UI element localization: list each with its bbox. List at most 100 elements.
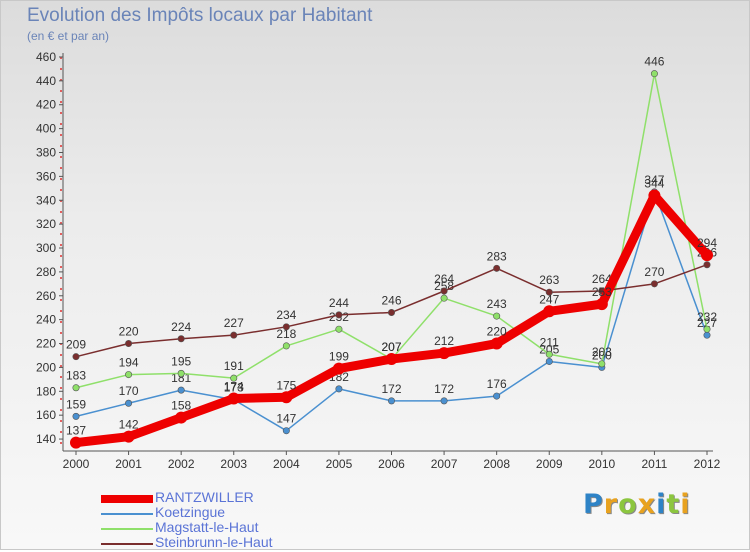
- data-point-steinbrunn-le-haut: [703, 261, 711, 269]
- data-label-steinbrunn-le-haut: 264: [434, 272, 454, 286]
- x-tick-label: 2012: [694, 457, 721, 471]
- chart-title: Evolution des Impôts locaux par Habitant: [27, 5, 373, 26]
- data-point-magstatt-le-haut: [282, 342, 290, 350]
- x-tick-label: 2006: [378, 457, 405, 471]
- data-point-rantzwiller: [122, 430, 135, 443]
- data-label-magstatt-le-haut: 243: [487, 297, 507, 311]
- legend-label: Steinbrunn-le-Haut: [155, 534, 273, 550]
- y-tick-label: 460: [36, 50, 56, 64]
- data-label-rantzwiller: 175: [276, 378, 296, 392]
- data-label-koetzingue: 172: [434, 382, 454, 396]
- data-point-magstatt-le-haut: [703, 325, 711, 333]
- data-label-koetzingue: 172: [381, 382, 401, 396]
- data-label-rantzwiller: 212: [434, 334, 454, 348]
- data-label-rantzwiller: 220: [487, 325, 507, 339]
- legend-label: Magstatt-le-Haut: [155, 519, 259, 535]
- data-point-magstatt-le-haut: [125, 371, 133, 379]
- data-point-koetzingue: [335, 385, 343, 393]
- data-point-magstatt-le-haut: [545, 350, 553, 358]
- y-tick-label: 160: [36, 408, 56, 422]
- y-tick-label: 380: [36, 145, 56, 159]
- data-label-magstatt-le-haut: 258: [434, 279, 454, 293]
- data-label-magstatt-le-haut: 203: [592, 345, 612, 359]
- data-point-magstatt-le-haut: [493, 312, 501, 320]
- data-label-steinbrunn-le-haut: 283: [487, 249, 507, 263]
- data-point-steinbrunn-le-haut: [387, 308, 395, 316]
- data-label-steinbrunn-le-haut: 264: [592, 272, 612, 286]
- proxiti-logo: Proxiti: [583, 489, 691, 520]
- data-label-magstatt-le-haut: 183: [66, 369, 86, 383]
- data-point-koetzingue: [493, 392, 501, 400]
- data-point-magstatt-le-haut: [230, 374, 238, 382]
- y-tick-label: 200: [36, 360, 56, 374]
- y-tick-label: 320: [36, 217, 56, 231]
- data-point-steinbrunn-le-haut: [72, 353, 80, 361]
- x-tick-label: 2003: [220, 457, 247, 471]
- x-tick-label: 2004: [273, 457, 300, 471]
- logo-letter: o: [618, 489, 638, 520]
- y-tick-label: 140: [36, 432, 56, 446]
- data-label-magstatt-le-haut: 218: [276, 327, 296, 341]
- x-tick-label: 2000: [63, 457, 90, 471]
- data-label-steinbrunn-le-haut: 209: [66, 338, 86, 352]
- data-point-koetzingue: [387, 397, 395, 405]
- data-label-magstatt-le-haut: 446: [644, 55, 664, 69]
- data-label-koetzingue: 227: [697, 316, 717, 330]
- data-label-rantzwiller: 174: [224, 379, 244, 393]
- x-tick-label: 2009: [536, 457, 563, 471]
- legend-swatch: [101, 513, 153, 515]
- data-label-koetzingue: 347: [644, 173, 664, 187]
- data-label-magstatt-le-haut: 211: [540, 335, 559, 349]
- data-point-rantzwiller: [175, 411, 188, 424]
- x-tick-label: 2011: [642, 457, 668, 471]
- data-label-rantzwiller: 344: [644, 176, 664, 190]
- y-tick-label: 240: [36, 313, 56, 327]
- data-point-koetzingue: [545, 357, 553, 365]
- data-label-magstatt-le-haut: 232: [697, 310, 717, 324]
- logo-letter: r: [603, 489, 619, 520]
- data-label-rantzwiller: 137: [66, 424, 86, 438]
- x-tick-label: 2005: [326, 457, 353, 471]
- data-point-rantzwiller: [227, 392, 240, 405]
- data-point-rantzwiller: [648, 189, 661, 202]
- data-label-magstatt-le-haut: 191: [224, 359, 244, 373]
- data-label-steinbrunn-le-haut: 234: [276, 308, 296, 322]
- x-tick-label: 2008: [483, 457, 510, 471]
- data-point-magstatt-le-haut: [335, 325, 343, 333]
- data-point-koetzingue: [72, 412, 80, 420]
- data-point-rantzwiller: [280, 391, 293, 404]
- data-label-steinbrunn-le-haut: 246: [381, 293, 401, 307]
- data-point-magstatt-le-haut: [440, 294, 448, 302]
- data-point-magstatt-le-haut: [598, 360, 606, 368]
- data-point-steinbrunn-le-haut: [282, 323, 290, 331]
- y-tick-label: 180: [36, 384, 56, 398]
- y-tick-label: 300: [36, 241, 56, 255]
- y-tick-label: 220: [36, 337, 56, 351]
- data-point-steinbrunn-le-haut: [545, 288, 553, 296]
- data-point-magstatt-le-haut: [72, 384, 80, 392]
- chart-subtitle: (en € et par an): [27, 29, 110, 43]
- data-point-steinbrunn-le-haut: [230, 331, 238, 339]
- y-tick-label: 360: [36, 169, 56, 183]
- data-point-koetzingue: [703, 331, 711, 339]
- data-label-koetzingue: 200: [592, 348, 612, 362]
- x-tick-label: 2001: [115, 457, 142, 471]
- data-label-rantzwiller: 158: [171, 399, 191, 413]
- logo-letter: t: [666, 489, 681, 520]
- data-point-rantzwiller: [70, 436, 82, 449]
- data-label-magstatt-le-haut: 207: [381, 340, 401, 354]
- y-tick-label: 260: [36, 289, 56, 303]
- legend-label: Koetzingue: [155, 504, 226, 520]
- data-point-rantzwiller: [438, 347, 451, 360]
- data-point-rantzwiller: [701, 249, 713, 262]
- x-tick-label: 2010: [588, 457, 615, 471]
- data-label-steinbrunn-le-haut: 244: [329, 296, 349, 310]
- data-point-magstatt-le-haut: [177, 369, 185, 377]
- data-label-steinbrunn-le-haut: 220: [119, 325, 139, 339]
- y-tick-label: 440: [36, 74, 56, 88]
- data-point-magstatt-le-haut: [650, 70, 658, 78]
- data-point-rantzwiller: [385, 353, 398, 366]
- logo-letter: x: [637, 489, 657, 520]
